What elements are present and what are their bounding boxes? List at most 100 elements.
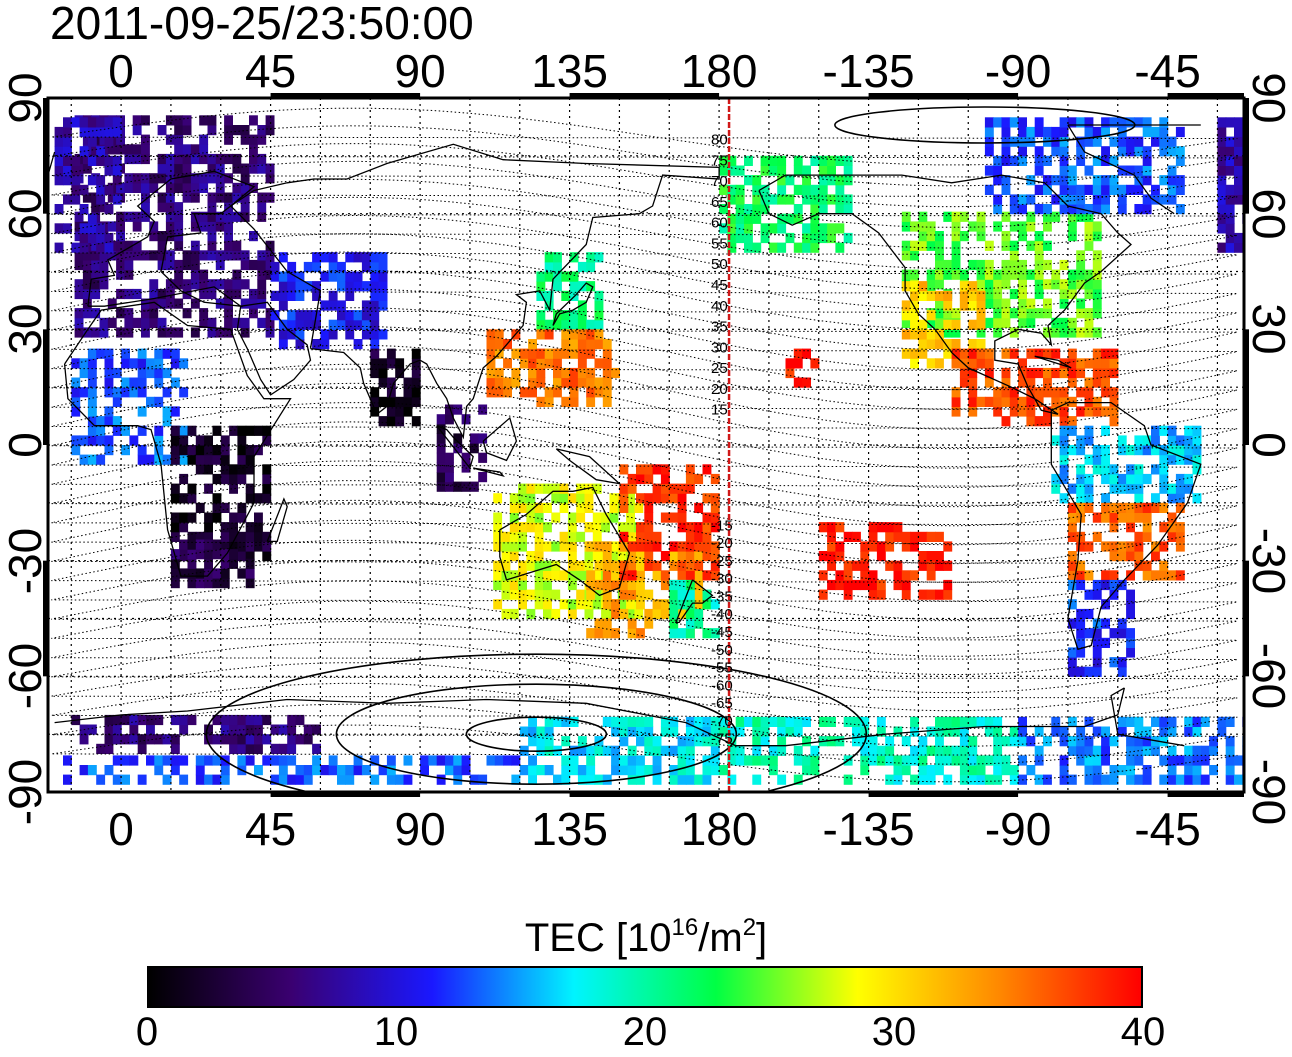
geomagnetic-label: 35 <box>711 319 728 336</box>
geomagnetic-label: 65 <box>711 194 728 211</box>
longitude-tick-label: 90 <box>394 803 446 855</box>
latitude-tick-label: 30 <box>1243 303 1292 355</box>
longitude-tick-label: 45 <box>244 45 297 97</box>
colorbar-tick-label: 20 <box>622 1010 668 1054</box>
longitude-tick-label: 180 <box>680 803 758 855</box>
tec-region-canada-north <box>984 117 1185 215</box>
latitude-tick-label: 30 <box>0 303 51 355</box>
map-frame <box>43 93 1249 797</box>
tec-region-east-asia-equator <box>486 329 620 407</box>
tec-region-japan <box>536 252 604 330</box>
geomagnetic-label: -75 <box>711 731 733 748</box>
geomagnetic-latitude-labels: 80 75 70 65 60 55 50 45 40 35 30 25 20 15 -15-20-25-30… <box>711 132 733 748</box>
coastline-5 <box>552 282 594 326</box>
colorbar-tick-label: 40 <box>1120 1010 1166 1054</box>
tec-region-south-america-south <box>1067 579 1135 677</box>
map-content: 80 75 70 65 60 55 50 45 40 35 30 25 20 15 -15-20-25-30… <box>48 98 1244 792</box>
geomagnetic-label: 70 <box>711 173 728 190</box>
geomagnetic-label: -50 <box>711 642 733 659</box>
grid-lines <box>48 98 1244 792</box>
geomagnetic-label: -30 <box>711 571 733 588</box>
tec-region-middle-east <box>270 252 388 350</box>
latitude-tick-label: 90 <box>0 72 51 124</box>
tec-region-alaska <box>719 155 853 253</box>
longitude-tick-label: 0 <box>108 45 134 97</box>
longitude-tick-label: 90 <box>394 45 446 97</box>
tec-region-australia <box>493 483 644 620</box>
coastline-11 <box>674 579 714 624</box>
coastline-4 <box>229 143 720 440</box>
geomagnetic-label: -40 <box>711 606 733 623</box>
tec-region-pacific-east-south <box>818 522 953 600</box>
colorbar <box>147 966 1143 1008</box>
geomagnetic-label: -45 <box>711 624 733 641</box>
geomagnetic-label: 50 <box>711 256 728 273</box>
geomagnetic-label: 75 <box>711 152 728 169</box>
longitude-tick-label: -45 <box>1134 803 1201 855</box>
geomagnetic-label: -15 <box>711 517 733 534</box>
latitude-tick-label: -30 <box>1243 527 1292 594</box>
coastline-10 <box>499 486 631 597</box>
geomagnetic-label: 15 <box>711 402 728 419</box>
geomagnetic-label: 55 <box>711 235 728 252</box>
latitude-tick-label: 0 <box>1243 432 1292 458</box>
longitude-tick-label: 135 <box>531 45 608 97</box>
colorbar-tick-label: 30 <box>871 1010 917 1054</box>
geomagnetic-contours <box>51 107 1238 783</box>
tec-region-india <box>370 348 421 427</box>
longitude-tick-label: 45 <box>244 803 297 855</box>
coastline-2 <box>266 497 288 543</box>
longitude-tick-label: 135 <box>531 803 608 855</box>
longitude-tick-label: -90 <box>984 45 1052 97</box>
geomagnetic-label: -35 <box>711 588 733 605</box>
latitude-tick-label: -90 <box>1243 758 1292 826</box>
coastline-1 <box>63 301 292 577</box>
tec-region-new-zealand <box>669 579 720 639</box>
geomagnetic-label: -65 <box>711 695 733 712</box>
coastline-13 <box>1050 401 1202 651</box>
geomagnetic-label: -20 <box>711 535 733 552</box>
geomagnetic-label: 45 <box>711 277 728 294</box>
latitude-tick-label: -60 <box>0 643 51 710</box>
tec-region-antarctica-atl <box>1018 716 1244 785</box>
tec-region-south-america-north <box>1051 425 1202 504</box>
geomagnetic-label: 80 <box>711 132 728 149</box>
longitude-tick-label: 0 <box>108 803 134 855</box>
coastline-9 <box>555 448 622 485</box>
longitude-tick-label: -90 <box>984 803 1052 855</box>
latitude-tick-label: 0 <box>0 432 51 458</box>
tec-region-central-america <box>951 348 1119 427</box>
tec-region-antarctica-ross <box>719 716 1019 785</box>
latitude-tick-label: -60 <box>1243 643 1292 710</box>
latitude-tick-label: -90 <box>0 758 51 826</box>
tec-region-central-africa <box>170 425 272 562</box>
latitude-tick-label: 90 <box>1243 72 1292 124</box>
coastline-15 <box>1034 355 1072 369</box>
coastline-8 <box>482 416 518 462</box>
longitude-tick-label: -45 <box>1134 45 1201 97</box>
coastline-7 <box>473 467 505 477</box>
geomagnetic-label: 30 <box>711 339 728 356</box>
geomagnetic-label: 60 <box>711 215 728 232</box>
longitude-tick-label: -135 <box>822 803 915 855</box>
geomagnetic-label: -70 <box>711 713 733 730</box>
colorbar-tick-label: 0 <box>135 1010 159 1054</box>
geomagnetic-label: -60 <box>711 677 733 694</box>
coastline-16 <box>54 687 1185 747</box>
latitude-tick-label: 60 <box>1243 188 1292 240</box>
coastline-6 <box>436 425 474 470</box>
coastline-12 <box>758 174 1132 415</box>
geomagnetic-label: -55 <box>711 660 733 677</box>
tec-region-sumatra <box>436 404 488 492</box>
colorbar-title: TEC [1016/m2] <box>524 914 768 960</box>
geomagnetic-label: 20 <box>711 381 728 398</box>
geomagnetic-label: -25 <box>711 553 733 570</box>
colorbar-tick-label: 10 <box>373 1010 419 1054</box>
tec-region-pacific-south <box>619 464 720 581</box>
longitude-tick-label: -135 <box>822 45 915 97</box>
timestamp-title: 2011-09-25/23:50:00 <box>50 0 474 49</box>
longitude-tick-label: 180 <box>680 45 758 97</box>
tec-region-southern-ocean-ind <box>71 714 321 754</box>
coastline-0 <box>87 170 256 308</box>
